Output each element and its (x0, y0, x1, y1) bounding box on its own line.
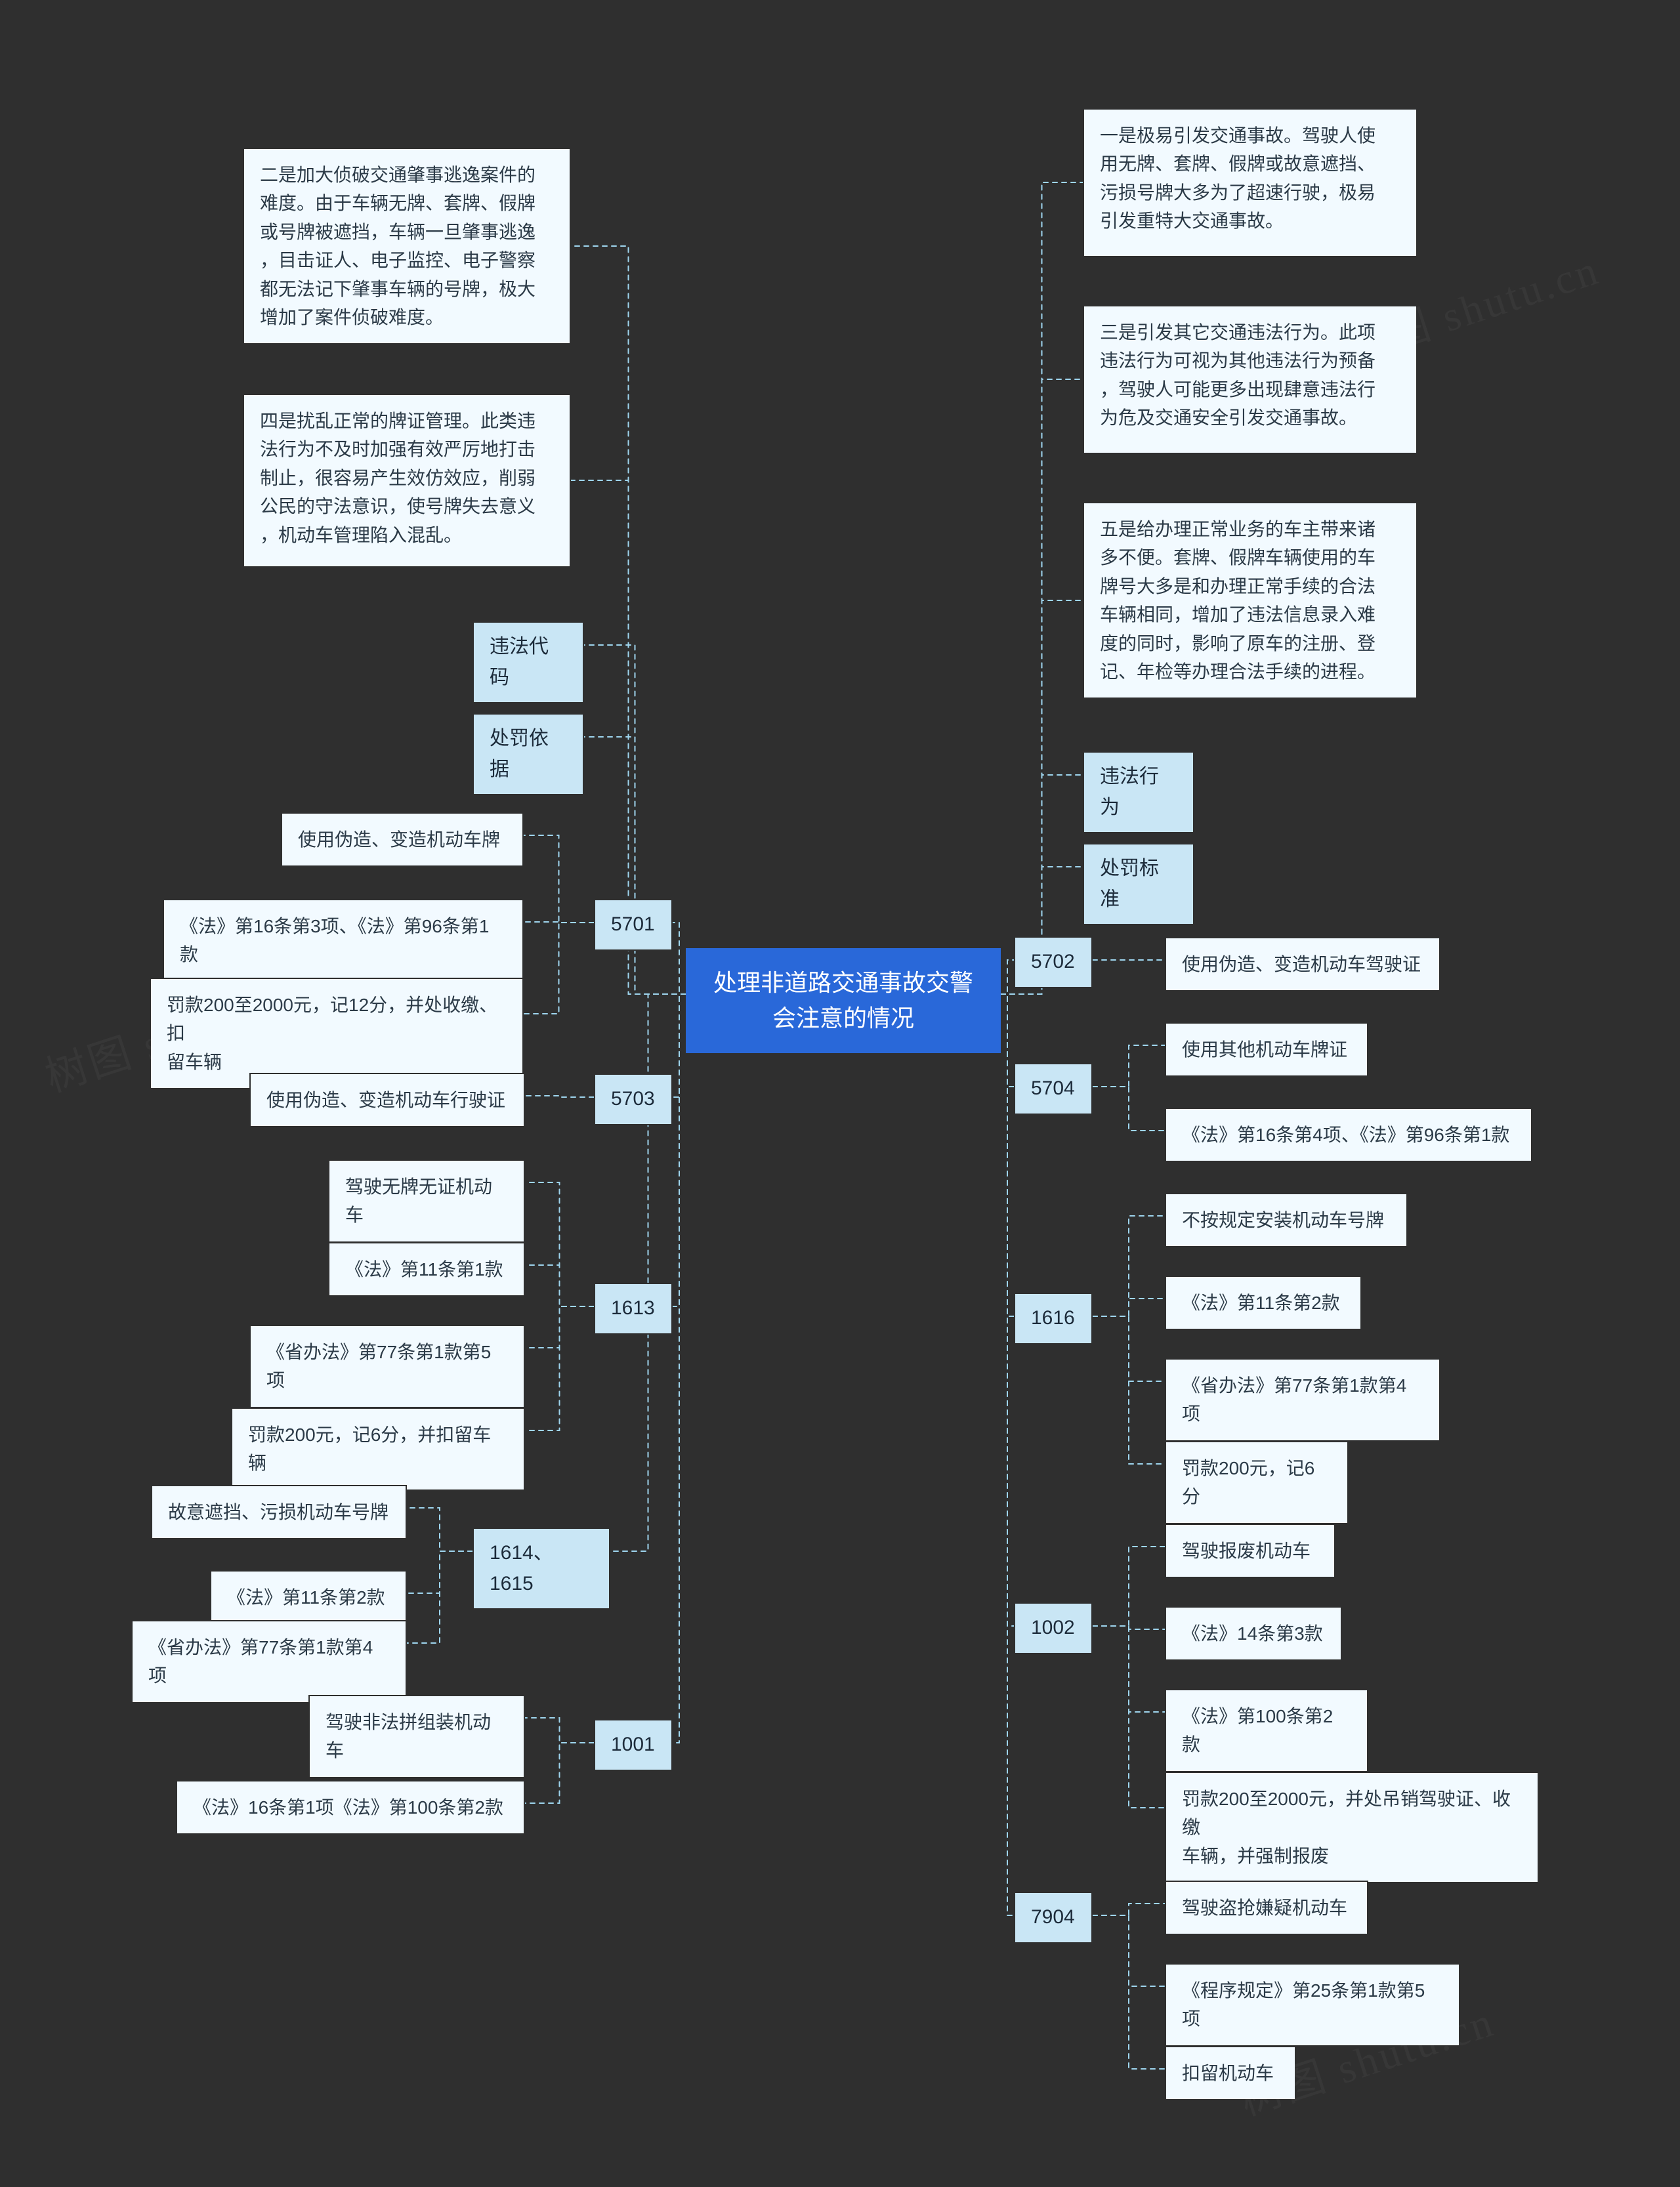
node-text: 罚款200至2000元，记12分，并处收缴、扣 留车辆 (167, 991, 507, 1076)
leaf-node: 三是引发其它交通违法行为。此项 违法行为可视为其他违法行为预备 ，驾驶人可能更多… (1083, 305, 1418, 454)
code-node: 5702 (1014, 936, 1093, 988)
node-text: 处罚标准 (1100, 854, 1177, 915)
leaf-node: 《法》14条第3款 (1165, 1606, 1342, 1661)
leaf-node: 驾驶无牌无证机动车 (328, 1159, 525, 1243)
node-text: 使用伪造、变造机动车行驶证 (266, 1086, 505, 1114)
node-text: 1616 (1031, 1303, 1075, 1334)
code-node: 5703 (594, 1073, 673, 1125)
code-node: 处罚标准 (1083, 843, 1194, 925)
node-text: 罚款200元，记6分，并扣留车辆 (248, 1421, 508, 1478)
node-text: 处理非道路交通事故交警 会注意的情况 (713, 965, 973, 1036)
code-node: 1002 (1014, 1602, 1093, 1654)
node-text: 五是给办理正常业务的车主带来诸 多不便。套牌、假牌车辆使用的车 牌号大多是和办理… (1100, 515, 1376, 686)
node-text: 违法行为 (1100, 762, 1177, 823)
node-text: 驾驶非法拼组装机动车 (326, 1708, 508, 1765)
root-node: 处理非道路交通事故交警 会注意的情况 (686, 948, 1001, 1053)
node-text: 1002 (1031, 1613, 1075, 1644)
leaf-node: 《法》第11条第1款 (328, 1242, 525, 1297)
leaf-node: 故意遮挡、污损机动车号牌 (151, 1485, 407, 1539)
code-node: 1613 (594, 1283, 673, 1335)
node-text: 5702 (1031, 947, 1075, 978)
node-text: 《省办法》第77条第1款第4项 (148, 1633, 390, 1690)
leaf-node: 使用伪造、变造机动车驾驶证 (1165, 937, 1440, 991)
node-text: 《法》第11条第1款 (345, 1255, 503, 1283)
leaf-node: 罚款200元，记6分 (1165, 1441, 1349, 1524)
node-text: 罚款200元，记6分 (1182, 1454, 1332, 1511)
node-text: 《法》16条第1项《法》第100条第2款 (193, 1793, 503, 1822)
node-text: 驾驶无牌无证机动车 (345, 1173, 508, 1230)
leaf-node: 《法》第11条第2款 (1165, 1276, 1362, 1330)
node-text: 四是扰乱正常的牌证管理。此类违 法行为不及时加强有效严厉地打击 制止，很容易产生… (260, 407, 536, 549)
leaf-node: 《法》第16条第4项、《法》第96条第1款 (1165, 1108, 1532, 1162)
node-text: 《法》14条第3款 (1182, 1619, 1323, 1648)
leaf-node: 《法》第16条第3项、《法》第96条第1款 (163, 899, 524, 982)
leaf-node: 《法》第100条第2款 (1165, 1689, 1368, 1772)
leaf-node: 四是扰乱正常的牌证管理。此类违 法行为不及时加强有效严厉地打击 制止，很容易产生… (243, 394, 571, 568)
code-node: 5701 (594, 899, 673, 951)
node-text: 违法代码 (490, 632, 567, 693)
node-text: 5704 (1031, 1073, 1075, 1104)
leaf-node: 五是给办理正常业务的车主带来诸 多不便。套牌、假牌车辆使用的车 牌号大多是和办理… (1083, 502, 1418, 699)
node-text: 1613 (611, 1293, 655, 1324)
node-text: 5701 (611, 909, 655, 940)
leaf-node: 驾驶盗抢嫌疑机动车 (1165, 1881, 1368, 1935)
node-text: 三是引发其它交通违法行为。此项 违法行为可视为其他违法行为预备 ，驾驶人可能更多… (1100, 318, 1376, 432)
node-text: 《法》第16条第4项、《法》第96条第1款 (1182, 1121, 1509, 1149)
leaf-node: 罚款200至2000元，并处吊销驾驶证、收缴 车辆，并强制报废 (1165, 1772, 1539, 1883)
leaf-node: 使用其他机动车牌证 (1165, 1022, 1368, 1077)
code-node: 5704 (1014, 1063, 1093, 1115)
leaf-node: 驾驶报废机动车 (1165, 1524, 1335, 1578)
node-text: 《法》第16条第3项、《法》第96条第1款 (180, 912, 507, 969)
code-node: 处罚依据 (472, 713, 584, 795)
leaf-node: 《省办法》第77条第1款第4项 (1165, 1358, 1440, 1442)
leaf-node: 《法》16条第1项《法》第100条第2款 (176, 1780, 525, 1835)
node-text: 罚款200至2000元，并处吊销驾驶证、收缴 车辆，并强制报废 (1182, 1785, 1522, 1870)
node-text: 驾驶盗抢嫌疑机动车 (1182, 1894, 1347, 1922)
node-text: 驾驶报废机动车 (1182, 1537, 1311, 1565)
node-text: 一是极易引发交通事故。驾驶人使 用无牌、套牌、假牌或故意遮挡、 污损号牌大多为了… (1100, 121, 1376, 236)
code-node: 1001 (594, 1719, 673, 1771)
leaf-node: 不按规定安装机动车号牌 (1165, 1193, 1408, 1247)
leaf-node: 使用伪造、变造机动车行驶证 (249, 1073, 525, 1127)
leaf-node: 《省办法》第77条第1款第4项 (131, 1620, 407, 1703)
node-text: 《程序规定》第25条第1款第5项 (1182, 1976, 1443, 2033)
node-text: 扣留机动车 (1182, 2059, 1274, 2087)
code-node: 1616 (1014, 1293, 1093, 1344)
node-text: 《法》第11条第2款 (1182, 1289, 1340, 1317)
node-text: 《省办法》第77条第1款第4项 (1182, 1371, 1423, 1428)
node-text: 二是加大侦破交通肇事逃逸案件的 难度。由于车辆无牌、套牌、假牌 或号牌被遮挡，车… (260, 161, 536, 331)
code-node: 7904 (1014, 1892, 1093, 1944)
mindmap-stage: 处理非道路交通事故交警 会注意的情况 二是加大侦破交通肇事逃逸案件的 难度。由于车… (0, 0, 1680, 2187)
leaf-node: 一是极易引发交通事故。驾驶人使 用无牌、套牌、假牌或故意遮挡、 污损号牌大多为了… (1083, 108, 1418, 257)
leaf-node: 《法》第11条第2款 (210, 1570, 407, 1625)
code-node: 违法代码 (472, 621, 584, 703)
leaf-node: 扣留机动车 (1165, 2046, 1296, 2100)
node-text: 不按规定安装机动车号牌 (1182, 1206, 1384, 1234)
leaf-node: 使用伪造、变造机动车牌 (281, 812, 524, 867)
code-node: 违法行为 (1083, 751, 1194, 833)
node-text: 7904 (1031, 1902, 1075, 1933)
leaf-node: 《程序规定》第25条第1款第5项 (1165, 1963, 1460, 2047)
node-text: 故意遮挡、污损机动车号牌 (168, 1498, 388, 1526)
node-text: 1614、1615 (490, 1538, 593, 1599)
node-text: 《法》第100条第2款 (1182, 1702, 1351, 1759)
node-text: 使用伪造、变造机动车驾驶证 (1182, 950, 1421, 978)
leaf-node: 驾驶非法拼组装机动车 (308, 1695, 525, 1778)
leaf-node: 《省办法》第77条第1款第5项 (249, 1325, 525, 1408)
node-text: 《法》第11条第2款 (227, 1583, 385, 1612)
node-text: 处罚依据 (490, 724, 567, 785)
node-text: 使用其他机动车牌证 (1182, 1035, 1347, 1064)
leaf-node: 二是加大侦破交通肇事逃逸案件的 难度。由于车辆无牌、套牌、假牌 或号牌被遮挡，车… (243, 148, 571, 344)
node-text: 1001 (611, 1730, 655, 1760)
leaf-node: 罚款200元，记6分，并扣留车辆 (231, 1407, 525, 1491)
code-node: 1614、1615 (472, 1528, 610, 1610)
node-text: 使用伪造、变造机动车牌 (298, 825, 500, 854)
node-text: 《省办法》第77条第1款第5项 (266, 1338, 508, 1395)
node-text: 5703 (611, 1084, 655, 1115)
